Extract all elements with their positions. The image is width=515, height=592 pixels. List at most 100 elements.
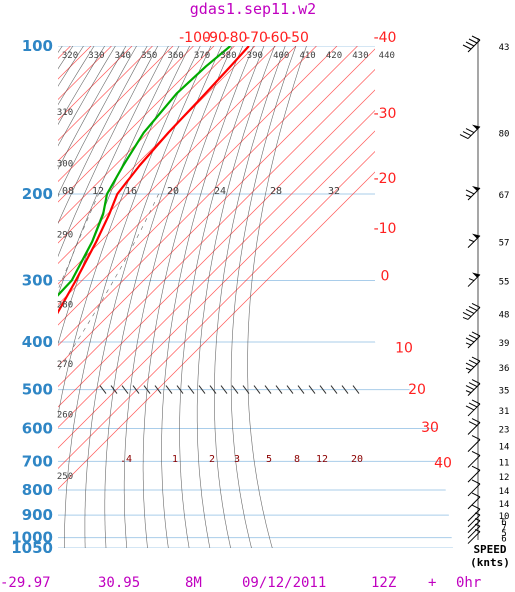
theta-label: 380 [220, 51, 236, 61]
hatch-mark [341, 385, 349, 394]
wind-barb-flag [468, 38, 478, 44]
wind-barb-staff [467, 483, 481, 497]
hatch-mark [352, 385, 360, 394]
dry-adiabat [58, 46, 190, 548]
wind-barb [467, 479, 481, 497]
dry-adiabat [161, 46, 254, 548]
wind-barb [467, 435, 481, 452]
isotherm [58, 46, 338, 548]
chart-title: gdas1.sep11.w2 [190, 0, 316, 18]
dry-adiabat [230, 46, 297, 548]
wind-speed-value: 57 [499, 239, 510, 249]
pressure-tick-400: 400 [22, 333, 53, 351]
mixing-ratio-upper-label: 24 [214, 186, 226, 197]
wind-speed-value: 43 [499, 43, 510, 53]
hatch-mark [330, 385, 338, 394]
footer-hour: 12Z [371, 575, 396, 591]
pressure-tick-900: 900 [22, 506, 53, 524]
pressure-tick-700: 700 [22, 452, 53, 470]
wind-barb-flag [468, 382, 478, 388]
moist-adiabat [58, 193, 159, 548]
wind-barb-pennant [472, 185, 480, 191]
theta-label: 320 [62, 51, 78, 61]
wind-barb-flag [465, 41, 475, 47]
temperature-tick: -70 [245, 30, 268, 46]
wind-speed-label: SPEED [473, 543, 506, 556]
wind-barb-staff [467, 525, 481, 539]
wind-speed-value: 23 [499, 426, 510, 436]
wind-barb-staff [467, 508, 481, 522]
wind-barb [459, 124, 481, 140]
wind-speed-value: 35 [499, 387, 510, 397]
hatch-mark [308, 385, 316, 394]
pressure-tick-500: 500 [22, 381, 53, 399]
wind-barb-flag [465, 128, 475, 134]
dry-adiabat [142, 46, 244, 548]
dry-adiabat [58, 46, 105, 548]
dry-adiabat [123, 46, 233, 548]
temperature-tick: -10 [374, 221, 397, 237]
mixing-ratio-lower-label: 2 [209, 454, 215, 465]
temperature-tick: 10 [395, 340, 413, 356]
profiles [58, 46, 360, 539]
temperature-tick: -90 [204, 30, 227, 46]
wind-barb-staff [467, 422, 481, 435]
pressure-tick-100: 100 [22, 37, 53, 55]
dewpoint-line [58, 46, 232, 539]
mixing-ratio-lower-label: 8 [294, 454, 300, 465]
isotherm [58, 46, 420, 548]
wind-speed-value: 12 [499, 473, 510, 483]
theta-label: 370 [194, 51, 210, 61]
wind-barb-pennant [472, 272, 480, 278]
temperature-tick: -60 [266, 30, 289, 46]
wind-barb-half [465, 390, 472, 394]
wind-speed-value: 31 [499, 407, 510, 417]
footer-date: 09/12/2011 [242, 575, 326, 591]
pressure-tick-600: 600 [22, 420, 53, 438]
dry-adiabat [58, 46, 169, 548]
theta-label: 420 [326, 51, 342, 61]
wind-barb [467, 450, 481, 468]
theta-label: 440 [379, 51, 395, 61]
isotherm [58, 46, 153, 548]
wind-barb-flag [471, 435, 481, 441]
wind-barb [462, 303, 481, 320]
hatch-mark [176, 385, 184, 394]
mixing-ratio-upper-label: 32 [328, 186, 340, 197]
dry-adiabat [84, 46, 212, 548]
wind-barb-flag [468, 359, 478, 365]
wind-barb-half [465, 194, 472, 198]
dry-adiabat [196, 46, 275, 548]
wind-barb-flag [465, 337, 475, 343]
hatch-mark [165, 385, 173, 394]
dry-adiabat [247, 46, 307, 548]
theta-label: 330 [88, 51, 104, 61]
temperature-tick: -20 [374, 171, 397, 187]
wind-barb-staff [467, 531, 481, 544]
wind-speed-value: 55 [499, 278, 510, 288]
temperature-tick: -80 [225, 30, 248, 46]
theta-label: 270 [57, 360, 73, 370]
mixing-ratio-upper-label: 08 [62, 186, 74, 197]
wind-speed-value: 14 [499, 500, 510, 510]
mixing-ratio-lower-label: 5 [266, 454, 272, 465]
theta-label: 350 [141, 51, 157, 61]
dry-adiabat [64, 46, 201, 548]
footer-model-level: 8M [185, 575, 202, 591]
temperature-tick: 30 [421, 420, 439, 436]
wind-barb [467, 418, 481, 435]
temperature-tick: -40 [374, 30, 397, 46]
wind-speed-value: 6 [501, 518, 506, 528]
wind-barb-flag [465, 362, 475, 368]
hatch-mark [319, 385, 327, 394]
wind-barb [467, 504, 481, 522]
dry-adiabat [104, 46, 222, 548]
footer-lon: 30.95 [98, 575, 140, 591]
isotherm [58, 46, 174, 548]
temperature-tick: -100 [179, 30, 211, 46]
theta-label: 300 [57, 160, 73, 170]
wind-barb-flag [471, 35, 481, 41]
dry-adiabat [58, 46, 180, 548]
pressure-tick-1050: 1050 [11, 539, 53, 557]
hatch-mark [220, 385, 228, 394]
